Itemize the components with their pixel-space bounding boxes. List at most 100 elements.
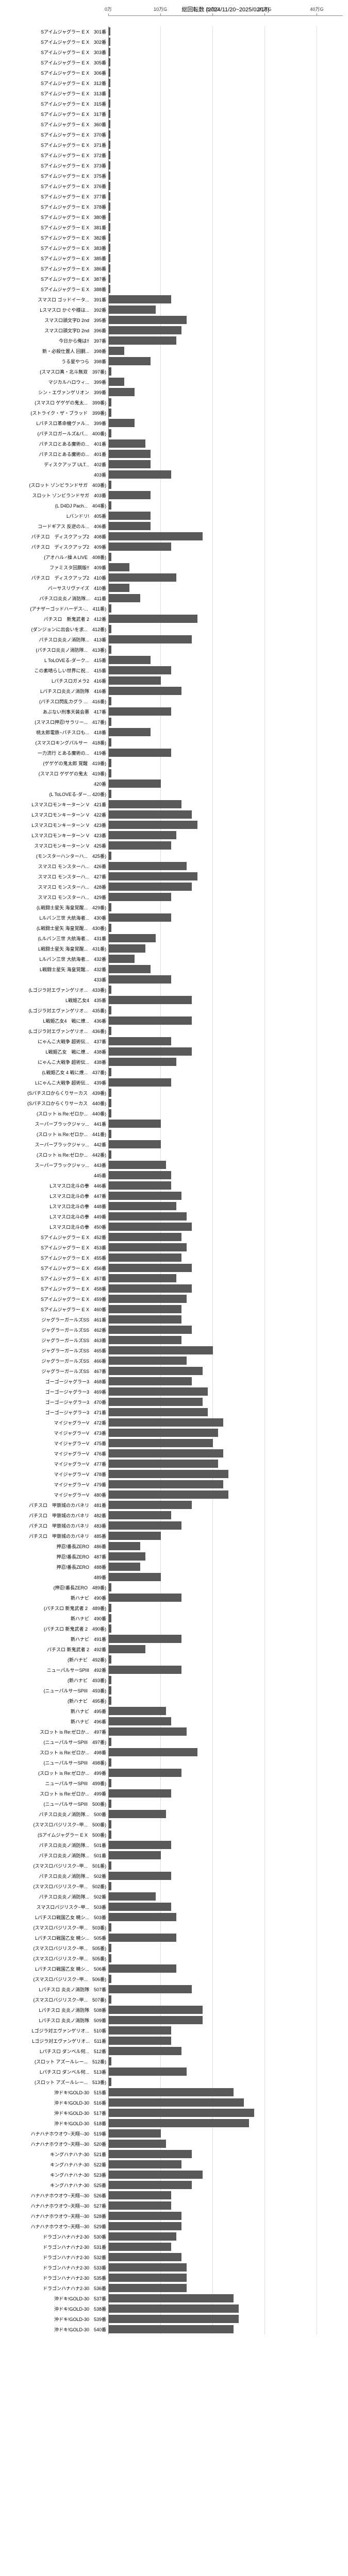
bar-cell bbox=[108, 2324, 343, 2334]
bar-cell bbox=[108, 2159, 343, 2170]
bar-row: 420番 bbox=[5, 778, 343, 789]
bar-cell bbox=[108, 2056, 343, 2066]
bar-row: 新ハナビ 490番 bbox=[5, 1592, 343, 1603]
bar bbox=[109, 2222, 181, 2230]
bar bbox=[109, 1016, 192, 1025]
bar-row: Lスマスロ北斗の拳 446番 bbox=[5, 1180, 343, 1191]
plot-area: Sアイムジャグラー E X 301番Sアイムジャグラー E X 302番Sアイム… bbox=[5, 26, 343, 2334]
bar-cell bbox=[108, 2139, 343, 2149]
bar-cell bbox=[108, 1149, 343, 1160]
bar-label: ドラゴンハナハナ2-30 531番 bbox=[5, 2244, 108, 2250]
bar-cell bbox=[108, 2118, 343, 2128]
bar bbox=[109, 1429, 218, 1437]
bar-cell bbox=[108, 717, 343, 727]
bar bbox=[109, 1336, 181, 1344]
grid-line bbox=[212, 26, 213, 2334]
bar-cell bbox=[108, 562, 343, 572]
bar-label: Sアイムジャグラー E X 457番 bbox=[5, 1275, 108, 1282]
bar-row: (スマスロ ゲゲゲの鬼太 419番) bbox=[5, 768, 343, 778]
bar-label: Lパチスロ戦国乙女 暁シ... 505番 bbox=[5, 1935, 108, 1941]
bar bbox=[109, 38, 110, 46]
bar-row: ゴーゴージャグラー3 471番 bbox=[5, 1407, 343, 1417]
bar-cell bbox=[108, 1314, 343, 1325]
bar-row: 一力流行 とある魔術の... 419番 bbox=[5, 748, 343, 758]
bar-row: スーパーブラックジャッ... 442番 bbox=[5, 1139, 343, 1149]
bar bbox=[109, 1233, 181, 1241]
bar bbox=[109, 831, 176, 839]
bar-row: (スロット is Re:ゼロか... 440番) bbox=[5, 1108, 343, 1118]
bar-cell bbox=[108, 1479, 343, 1489]
bar-row: (Sパチスロからくりサーカス 439番) bbox=[5, 1088, 343, 1098]
bar-cell bbox=[108, 748, 343, 758]
bar-label: (スマスロバジリスク~甲... 506番) bbox=[5, 1976, 108, 1982]
bar-cell bbox=[108, 964, 343, 974]
bar-row: Sアイムジャグラー E X 452番 bbox=[5, 1232, 343, 1242]
bar bbox=[109, 2201, 171, 2210]
bar-cell bbox=[108, 902, 343, 912]
bar-label: Lルパン三世 大航海者... 432番 bbox=[5, 956, 108, 962]
bar-row: コードギアス 反逆のル... 406番 bbox=[5, 521, 343, 531]
bar-cell bbox=[108, 634, 343, 645]
bar-cell bbox=[108, 428, 343, 438]
bar-row: Lスマスロモンキーターン V 423番 bbox=[5, 830, 343, 840]
bar bbox=[109, 1398, 203, 1406]
bar-row: L戦姫乙女4 戦に燎... 436番 bbox=[5, 1015, 343, 1026]
bar-cell bbox=[108, 2046, 343, 2056]
bar-row: Lパチスロ戦国乙女 暁シ... 505番 bbox=[5, 1933, 343, 1943]
bar-cell bbox=[108, 1026, 343, 1036]
bar-row: Lスマスロ北斗の拳 448番 bbox=[5, 1201, 343, 1211]
bar-label: (ダンジョンに出会いを求... 412番) bbox=[5, 626, 108, 633]
bar-row: ハナハナホウオウ~天翔~-30 527番 bbox=[5, 2200, 343, 2211]
bar-label: ジャグラーガールズSS 461番 bbox=[5, 1316, 108, 1323]
bar-row: (スロット is Re:ゼロか... 499番 bbox=[5, 1768, 343, 1778]
bar-row: Sアイムジャグラー E X 302番 bbox=[5, 37, 343, 47]
bar-cell bbox=[108, 232, 343, 243]
bar-row: (モンスターハンターハ... 425番) bbox=[5, 851, 343, 861]
bar-label: パチスロ ディスクアップ2 410番 bbox=[5, 574, 108, 581]
bar-row: Sアイムジャグラー E X 376番 bbox=[5, 181, 343, 191]
bar-cell bbox=[108, 1077, 343, 1088]
bar-label: L戦闘士星矢 海皇覚醒... 432番 bbox=[5, 966, 108, 973]
bar-row: ハナハナホウオウ~天翔~-30 520番 bbox=[5, 2139, 343, 2149]
bar bbox=[109, 130, 110, 139]
bar bbox=[109, 1552, 145, 1561]
bar-cell bbox=[108, 397, 343, 408]
bar-row: パチスロ ディスクアップ2 409番 bbox=[5, 541, 343, 552]
bar-label: あぶない刑事天装会悪 417番 bbox=[5, 708, 108, 715]
bar-row: スーパーブラックジャッ... 441番 bbox=[5, 1118, 343, 1129]
bar-cell bbox=[108, 366, 343, 377]
bar-cell bbox=[108, 1015, 343, 1026]
bar-cell bbox=[108, 140, 343, 150]
bar-label: (パチスロ 新鬼武者 2 489番) bbox=[5, 1605, 108, 1612]
bar-row: スマスロ頭文字D 2nd 395番 bbox=[5, 315, 343, 325]
bar-label: スーパーブラックジャッ... 443番 bbox=[5, 1162, 108, 1168]
bar-label: (アオハル♂操 A LIVE 408番) bbox=[5, 554, 108, 561]
bar-label: Sアイムジャグラー E X 460番 bbox=[5, 1306, 108, 1313]
bar-row: ドラゴンハナハナ2-30 531番 bbox=[5, 2242, 343, 2252]
bar bbox=[109, 965, 151, 973]
bar-row: Sアイムジャグラー E X 383番 bbox=[5, 243, 343, 253]
bar-cell bbox=[108, 2211, 343, 2221]
bar-cell bbox=[108, 2252, 343, 2262]
bar-label: マイジャグラーV 473番 bbox=[5, 1430, 108, 1436]
bar-label: Lスマスロ北斗の拳 449番 bbox=[5, 1213, 108, 1220]
bar-row: 沖ドキ!GOLD-30 518番 bbox=[5, 2118, 343, 2128]
bar bbox=[109, 1624, 111, 1633]
bar bbox=[109, 1377, 192, 1385]
bar-label: (スロット ゾンビランドサガ 403番) bbox=[5, 482, 108, 488]
bar bbox=[109, 2119, 249, 2127]
bar bbox=[109, 1202, 176, 1210]
bar-cell bbox=[108, 304, 343, 315]
bar-row: マイジャグラーV 472番 bbox=[5, 1417, 343, 1428]
bar-cell bbox=[108, 335, 343, 346]
bar-cell bbox=[108, 67, 343, 78]
bar bbox=[109, 1171, 171, 1179]
bar-cell bbox=[108, 1438, 343, 1448]
bar-cell bbox=[108, 129, 343, 140]
bar-row: パチスロ 新鬼武者 2 412番 bbox=[5, 614, 343, 624]
bar-label: パチスロ炎炎ノ消防隊... 501番 bbox=[5, 1842, 108, 1849]
bar-cell bbox=[108, 1871, 343, 1881]
bar bbox=[109, 1861, 111, 1870]
bar-label: Sアイムジャグラー E X 313番 bbox=[5, 90, 108, 97]
bar-cell bbox=[108, 727, 343, 737]
